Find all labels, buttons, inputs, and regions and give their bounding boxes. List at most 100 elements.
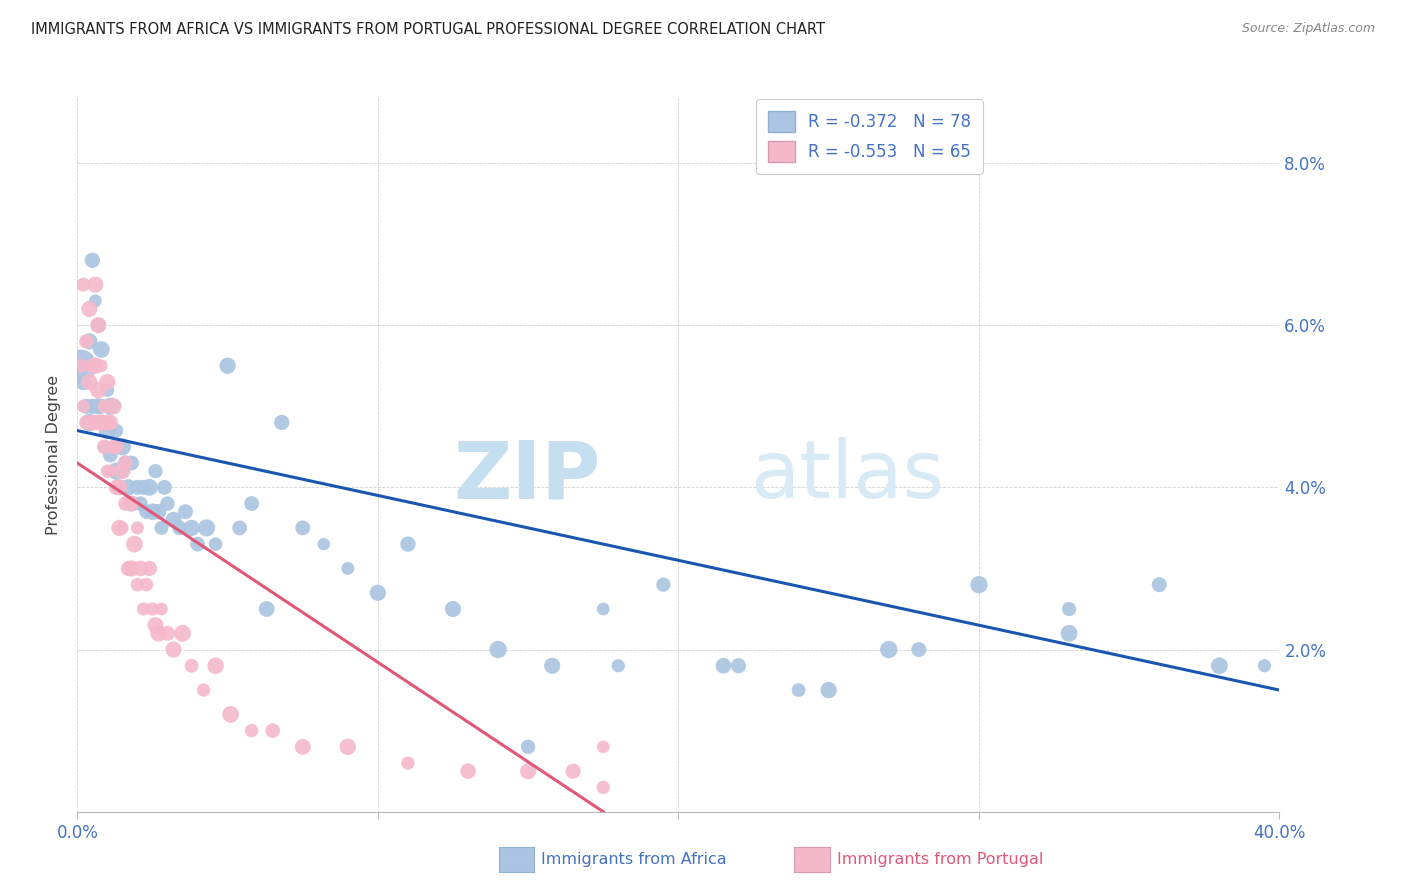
Text: IMMIGRANTS FROM AFRICA VS IMMIGRANTS FROM PORTUGAL PROFESSIONAL DEGREE CORRELATI: IMMIGRANTS FROM AFRICA VS IMMIGRANTS FRO…: [31, 22, 825, 37]
Point: [93, 440, 115, 454]
Point: [114, 456, 136, 470]
Point: [367, 586, 389, 600]
Point: [90, 359, 112, 373]
Point: [79, 416, 101, 430]
Point: [82, 359, 104, 373]
Point: [174, 505, 197, 519]
Point: [187, 537, 209, 551]
Point: [441, 602, 464, 616]
Point: [75, 416, 97, 430]
Point: [84, 277, 107, 292]
Point: [84, 293, 107, 308]
Point: [457, 764, 479, 779]
Point: [103, 440, 125, 454]
Point: [256, 602, 278, 616]
Point: [486, 642, 509, 657]
Point: [117, 480, 139, 494]
Point: [82, 253, 104, 268]
Point: [1057, 602, 1080, 616]
Point: [129, 561, 152, 575]
Point: [127, 521, 149, 535]
Point: [124, 537, 146, 551]
Point: [228, 521, 250, 535]
Text: Source: ZipAtlas.com: Source: ZipAtlas.com: [1241, 22, 1375, 36]
Point: [103, 399, 125, 413]
Point: [652, 577, 675, 591]
Point: [108, 480, 131, 494]
Point: [396, 537, 419, 551]
Point: [120, 561, 142, 575]
Point: [90, 416, 112, 430]
Point: [153, 480, 176, 494]
Point: [162, 513, 184, 527]
Point: [148, 505, 170, 519]
Point: [120, 497, 142, 511]
Point: [117, 561, 139, 575]
Point: [908, 642, 931, 657]
Point: [592, 602, 614, 616]
Point: [105, 424, 128, 438]
Point: [150, 521, 173, 535]
Point: [312, 537, 335, 551]
Point: [1208, 658, 1230, 673]
Point: [336, 739, 359, 754]
Point: [84, 359, 107, 373]
Point: [87, 318, 110, 333]
Point: [204, 658, 226, 673]
Point: [262, 723, 284, 738]
Point: [240, 497, 263, 511]
Point: [240, 723, 263, 738]
Point: [172, 626, 194, 640]
Point: [100, 464, 122, 478]
Point: [111, 464, 134, 478]
Point: [90, 399, 112, 413]
Text: ZIP: ZIP: [453, 437, 600, 516]
Point: [150, 602, 173, 616]
Point: [103, 464, 125, 478]
Point: [87, 383, 110, 397]
Point: [93, 440, 115, 454]
Point: [75, 399, 97, 413]
Point: [713, 658, 735, 673]
Point: [108, 521, 131, 535]
Point: [105, 440, 128, 454]
Point: [517, 764, 540, 779]
Text: Immigrants from Portugal: Immigrants from Portugal: [837, 852, 1043, 867]
Point: [69, 359, 91, 373]
Point: [607, 658, 630, 673]
Point: [135, 577, 157, 591]
Point: [79, 301, 101, 316]
Point: [967, 577, 990, 591]
Point: [141, 505, 163, 519]
Point: [132, 480, 155, 494]
Text: atlas: atlas: [751, 437, 945, 516]
Point: [96, 375, 118, 389]
Point: [82, 416, 104, 430]
Point: [87, 399, 110, 413]
Point: [96, 464, 118, 478]
Point: [193, 683, 215, 698]
Point: [156, 497, 179, 511]
Point: [111, 464, 134, 478]
Point: [195, 521, 218, 535]
Point: [108, 480, 131, 494]
Legend: R = -0.372   N = 78, R = -0.553   N = 65: R = -0.372 N = 78, R = -0.553 N = 65: [756, 99, 983, 174]
Point: [787, 683, 810, 698]
Point: [105, 480, 128, 494]
Text: Immigrants from Africa: Immigrants from Africa: [541, 852, 727, 867]
Point: [138, 561, 160, 575]
Point: [79, 375, 101, 389]
Point: [145, 464, 167, 478]
Point: [156, 626, 179, 640]
Point: [1253, 658, 1275, 673]
Point: [145, 618, 167, 632]
Point: [79, 334, 101, 349]
Point: [291, 521, 314, 535]
Point: [117, 497, 139, 511]
Point: [72, 399, 94, 413]
Point: [148, 626, 170, 640]
Point: [120, 497, 142, 511]
Point: [135, 505, 157, 519]
Point: [96, 424, 118, 438]
Point: [517, 739, 540, 754]
